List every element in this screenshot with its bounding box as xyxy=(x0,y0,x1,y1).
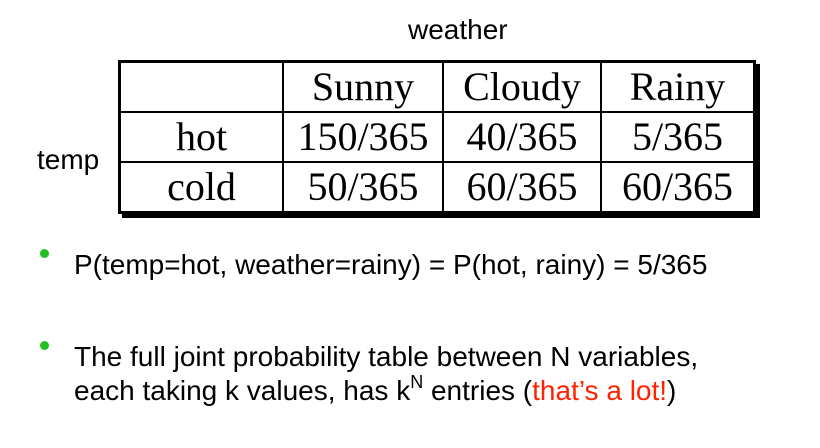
joint-table-grid: Sunny Cloudy Rainy hot 150/365 40/365 5/… xyxy=(121,63,753,211)
column-header-rainy: Rainy xyxy=(600,63,753,113)
column-header-cloudy: Cloudy xyxy=(442,63,601,113)
cell-hot-sunny: 150/365 xyxy=(282,111,443,164)
bullet-dot-icon xyxy=(40,249,49,258)
column-header-sunny: Sunny xyxy=(282,63,443,113)
bullet-line-2-start: each taking k values, has k xyxy=(74,375,411,406)
bullet-line-2-end: ) xyxy=(667,375,677,406)
row-header-cold: cold xyxy=(167,164,236,209)
table-row-hot: hot 150/365 40/365 5/365 xyxy=(121,111,753,164)
bullet-dot-icon xyxy=(40,341,49,350)
cell-cold-sunny: 50/365 xyxy=(282,162,443,211)
row-variable-label: temp xyxy=(37,144,100,175)
table-corner-cell xyxy=(121,63,283,113)
bullet-item-probability-example: P(temp=hot, weather=rainy) = P(hot, rain… xyxy=(74,249,708,280)
cell-cold-rainy: 60/365 xyxy=(600,162,753,211)
column-variable-label: weather xyxy=(408,14,508,45)
exponent-n: N xyxy=(410,372,424,392)
joint-probability-table: Sunny Cloudy Rainy hot 150/365 40/365 5/… xyxy=(118,60,756,214)
cell-cold-cloudy: 60/365 xyxy=(442,162,601,211)
highlight-text: that’s a lot! xyxy=(532,375,668,406)
table-header-row: Sunny Cloudy Rainy xyxy=(121,63,753,113)
row-header-hot: hot xyxy=(121,111,283,164)
bullet-line-1: The full joint probability table between… xyxy=(74,341,699,372)
bullet-item-table-size: The full joint probability table between… xyxy=(74,340,698,408)
cell-hot-rainy: 5/365 xyxy=(600,111,753,164)
cell-hot-cloudy: 40/365 xyxy=(442,111,601,164)
table-row-cold: cold 50/365 60/365 60/365 xyxy=(121,162,753,211)
bullet-line-2-middle: entries ( xyxy=(423,375,533,406)
